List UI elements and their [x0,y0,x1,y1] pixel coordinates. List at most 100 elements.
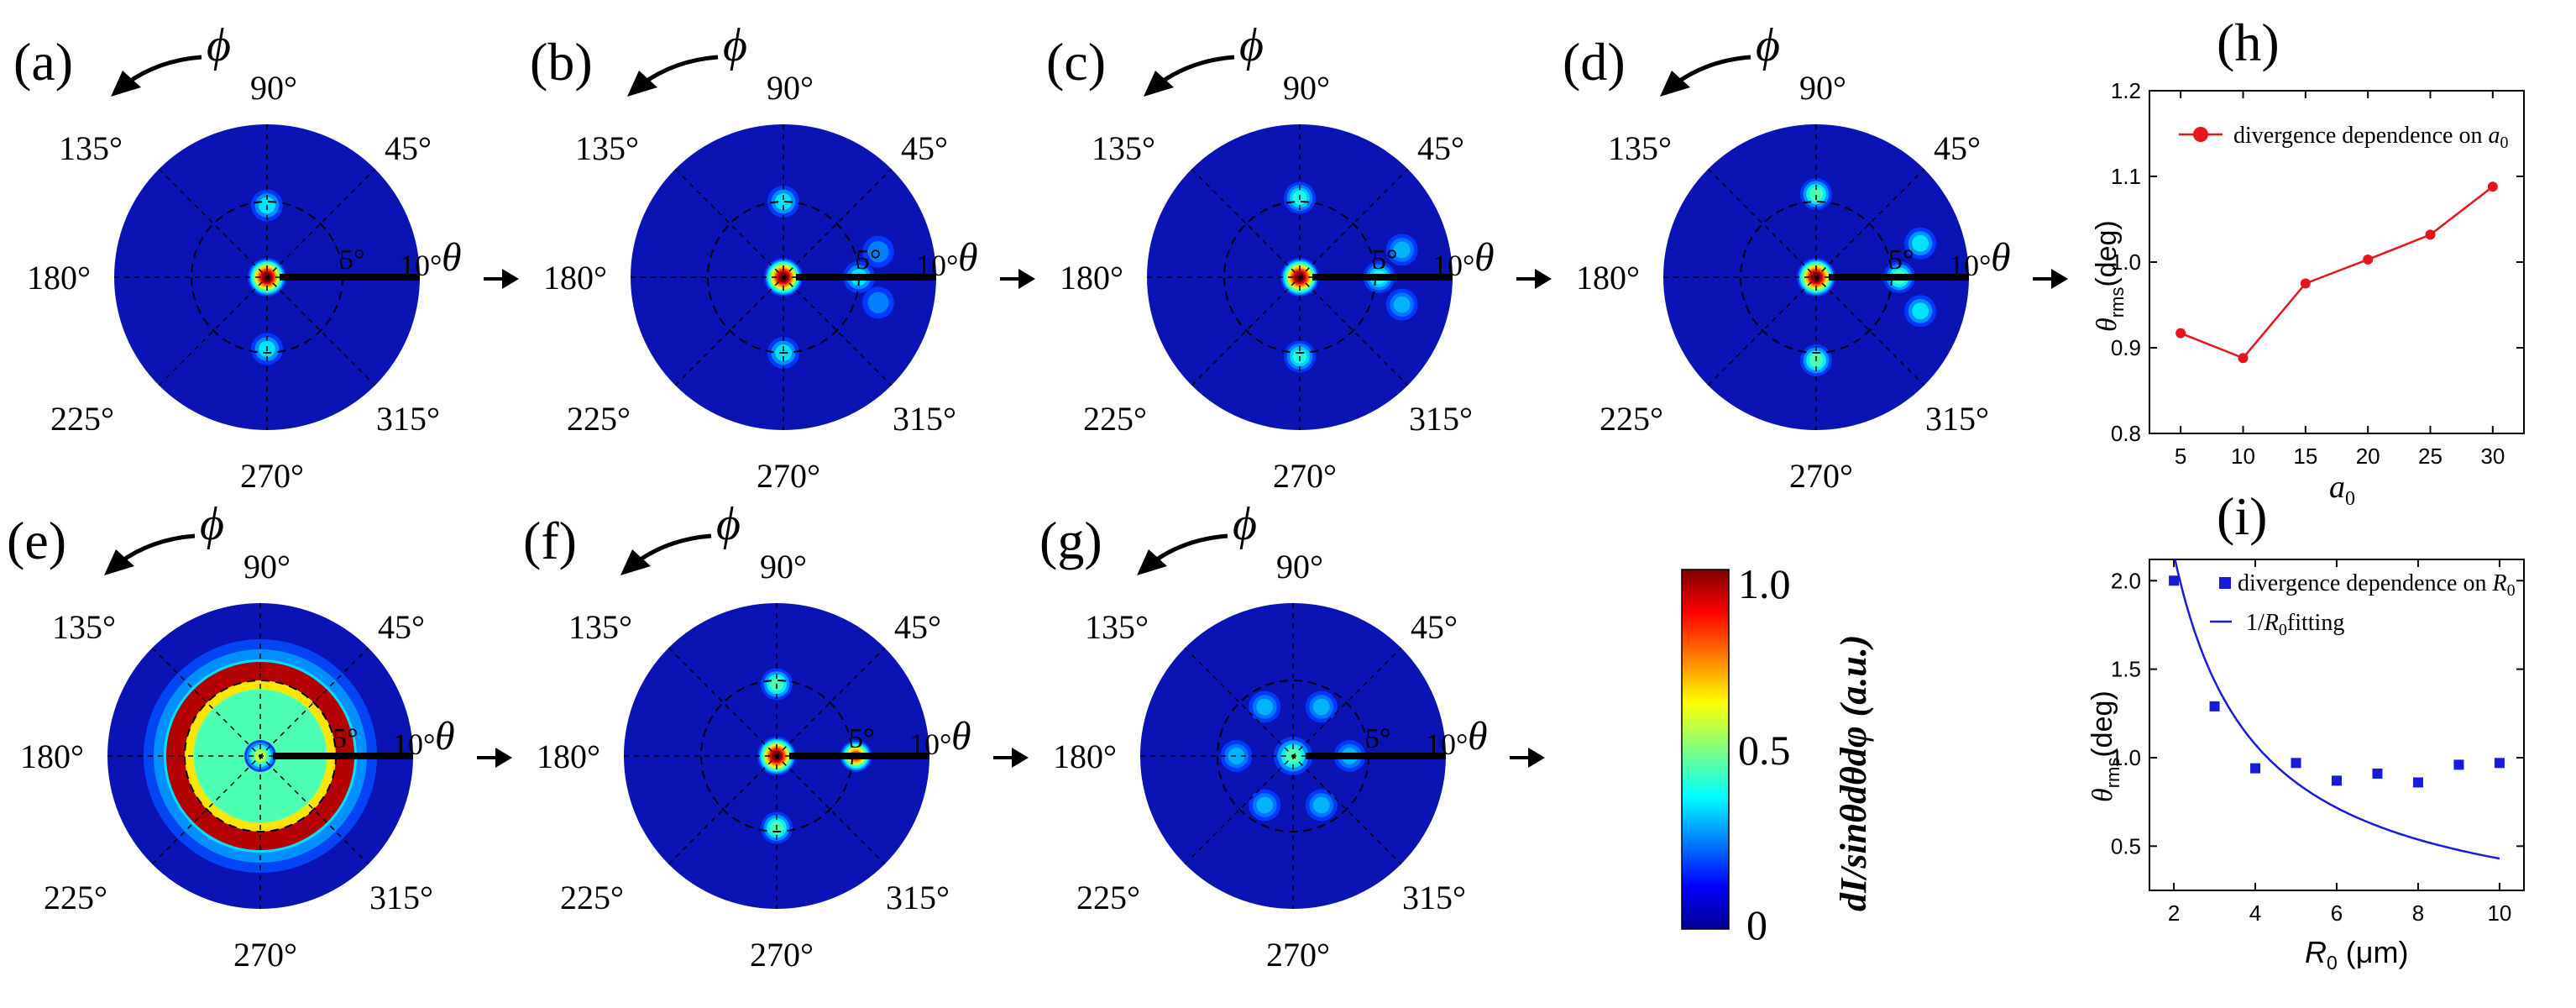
angle-label-135: 135° [52,608,116,646]
plot-h-ylabel: θrms(deg) [2091,220,2128,332]
theta-symbol: θ [1468,714,1488,759]
polar-panel-f: 5° 10° θ 90° 45° 135° 180° 225° 270° 315° ϕ (f) [523,498,1029,974]
angle-label-315: 315° [1409,400,1473,438]
plot-h-point [2238,353,2249,364]
plot-h-ytick-label: 1.1 [2111,164,2141,189]
angle-label-135: 135° [568,608,632,646]
angle-label-270: 270° [757,457,820,495]
panel-h-label: (h) [2217,13,2280,72]
phi-arrow-curve [124,55,202,87]
plot-i-point [2169,575,2180,586]
angle-label-270: 270° [1266,936,1330,974]
angle-label-270: 270° [233,936,297,974]
panel-label: (d) [1563,32,1626,92]
polar-panel-a: 5° 10° θ 90° 45° 135° 180° 225° 270° 315° ϕ (a) [13,19,519,495]
angle-label-90: 90° [243,548,291,585]
angle-label-315: 315° [886,879,950,916]
phi-arrow-curve [1150,533,1228,565]
polar-tick-10deg: 10° [400,249,442,282]
theta-symbol: θ [958,235,978,280]
plot-h-point [2487,181,2498,192]
colorbar-max-label: 1.0 [1738,560,1791,607]
theta-symbol: θ [1991,235,2011,280]
polar-axis-diagonal [668,647,886,865]
phi-arrow-head [627,71,657,97]
theta-symbol: θ [442,235,462,280]
angle-label-270: 270° [1273,457,1337,495]
plot-h-xlabel: a0 [2329,470,2355,510]
polar-axis-diagonal [1707,168,1925,386]
polar-tick-10deg: 10° [1949,249,1991,282]
polar-axis-diagonal [674,168,893,386]
polar-panel-c: 5° 10° θ 90° 45° 135° 180° 225° 270° 315° ϕ (c) [1046,19,1552,495]
phi-arrow-head [1144,71,1174,97]
plot-h-xtick-label: 30 [2480,444,2505,469]
plot-i-ytick-label: 0.5 [2111,833,2141,858]
angle-label-315: 315° [1402,879,1466,916]
phi-symbol: ϕ [723,19,747,71]
angle-label-135: 135° [1085,608,1149,646]
angle-label-135: 135° [575,129,639,167]
angle-label-45: 45° [1934,129,1981,167]
plot-h-xtick-label: 20 [2356,444,2380,469]
angle-label-225: 225° [1076,879,1140,916]
angle-label-90: 90° [1276,548,1323,585]
angle-label-90: 90° [760,548,807,585]
theta-arrow-head [502,269,519,289]
plot-i-xtick-label: 10 [2487,900,2511,926]
panel-label: (b) [530,32,593,92]
colorbar: 1.0 0.5 0 dI/sinθdθdφ (a.u.) [1681,560,1874,948]
plot-h-point [2300,278,2311,289]
angle-label-45: 45° [894,608,941,646]
plot-h-xtick-label: 25 [2418,444,2442,469]
angle-label-45: 45° [1417,129,1464,167]
angle-label-270: 270° [750,936,814,974]
plot-i-legend-label-squares: divergence dependence on R0 [2238,570,2516,600]
polar-panel-b: 5° 10° θ 90° 45° 135° 180° 225° 270° 315° ϕ (b) [530,19,1035,495]
angle-label-180: 180° [20,738,84,775]
polar-spot [1912,302,1929,320]
plot-i-point [2250,763,2261,774]
plot-i-point [2209,701,2220,711]
phi-symbol: ϕ [207,19,231,71]
polar-tick-5deg: 5° [339,244,365,276]
angle-label-225: 225° [560,879,624,916]
polar-spot [1256,796,1274,814]
theta-symbol: θ [951,714,971,759]
panel-h: (h) 5 10 15 20 25 30 0.8 0.9 1.0 1.1 1.2 divergenc… [2091,13,2525,510]
plot-h-point [2363,254,2374,265]
angle-label-225: 225° [1600,400,1663,438]
plot-h-ytick-label: 0.9 [2111,335,2141,360]
phi-arrow-curve [641,55,719,87]
plot-i-legend-label-fit: 1/R0fitting [2246,610,2344,639]
angle-label-180: 180° [1053,738,1117,775]
polar-axis-diagonal [151,647,369,865]
polar-spot [867,291,889,313]
polar-axis-diagonal [1184,647,1402,865]
angle-label-90: 90° [1799,69,1846,107]
polar-theta-axis [1312,274,1453,281]
plot-i-xtick-label: 8 [2412,900,2424,926]
plot-i-ticks: 2 4 6 8 10 0.5 1.0 1.5 2.0 [2111,559,2524,926]
angle-label-180: 180° [537,738,600,775]
panel-i: (i) 2 4 6 8 10 0.5 1.0 1.5 2.0 divergence depend… [2086,486,2525,974]
angle-label-180: 180° [27,259,91,297]
angle-label-90: 90° [1283,69,1330,107]
phi-arrow-head [620,549,651,575]
polar-spot [1312,796,1330,814]
angle-label-180: 180° [1060,259,1123,297]
plot-i-xtick-label: 6 [2331,900,2343,926]
plot-i-point [2412,777,2423,788]
panel-label: (a) [13,32,73,92]
theta-arrow-head [1012,748,1029,768]
theta-arrow-head [1018,269,1035,289]
polar-spot [1393,296,1411,313]
angle-label-180: 180° [1576,259,1640,297]
polar-tick-5deg: 5° [1365,723,1391,754]
angle-label-45: 45° [1411,608,1458,646]
polar-panel-d: 5° 10° θ 90° 45° 135° 180° 225° 270° 315° ϕ (d) [1563,19,2068,495]
theta-symbol: θ [435,714,455,759]
angle-label-225: 225° [567,400,631,438]
phi-arrow-curve [634,533,712,565]
